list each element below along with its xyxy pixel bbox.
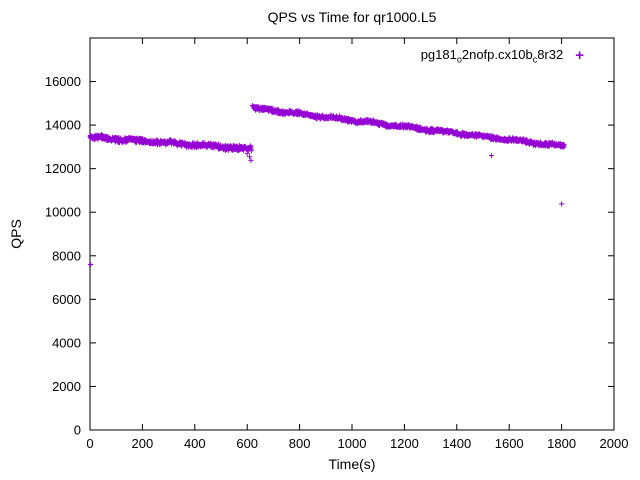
- svg-text:6000: 6000: [52, 292, 81, 307]
- legend-label: pg181o2nofp.cx10bc8r32: [420, 47, 564, 65]
- svg-text:1000: 1000: [338, 436, 367, 451]
- svg-text:200: 200: [132, 436, 154, 451]
- svg-text:1800: 1800: [547, 436, 576, 451]
- svg-text:0: 0: [86, 436, 93, 451]
- svg-text:8000: 8000: [52, 248, 81, 263]
- svg-text:1200: 1200: [390, 436, 419, 451]
- legend-marker-plus-icon: +: [575, 47, 584, 65]
- svg-text:10000: 10000: [45, 205, 81, 220]
- legend-entry: pg181o2nofp.cx10bc8r32 +: [421, 47, 584, 65]
- svg-text:14000: 14000: [45, 118, 81, 133]
- svg-text:2000: 2000: [52, 379, 81, 394]
- y-axis-label: QPS: [8, 219, 24, 249]
- svg-text:400: 400: [184, 436, 206, 451]
- svg-text:12000: 12000: [45, 161, 81, 176]
- svg-text:1600: 1600: [495, 436, 524, 451]
- x-axis-label: Time(s): [328, 456, 376, 472]
- svg-text:1400: 1400: [442, 436, 471, 451]
- svg-text:16000: 16000: [45, 74, 81, 89]
- svg-text:2000: 2000: [600, 436, 629, 451]
- svg-text:0: 0: [74, 423, 81, 438]
- chart-title: QPS vs Time for qr1000.L5: [267, 9, 437, 25]
- svg-text:600: 600: [236, 436, 258, 451]
- svg-text:800: 800: [289, 436, 311, 451]
- svg-text:4000: 4000: [52, 335, 81, 350]
